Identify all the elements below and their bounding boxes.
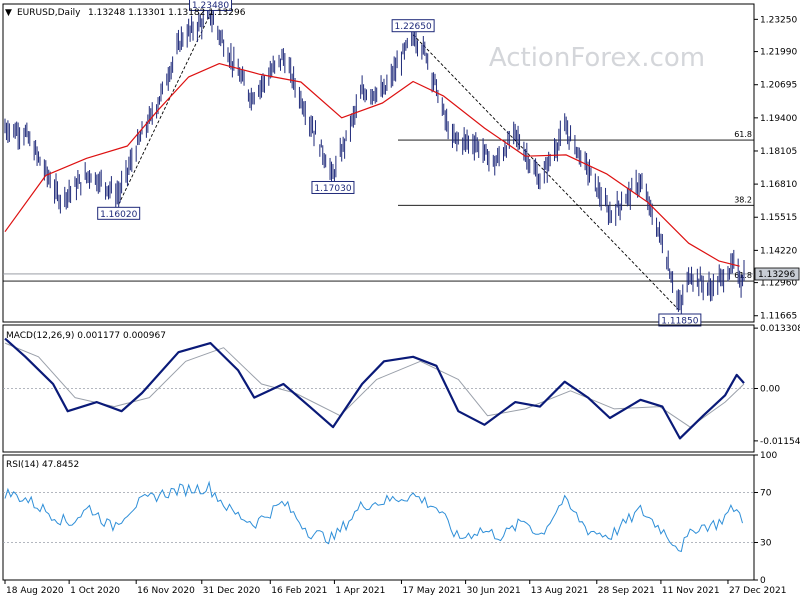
y-tick-label: 0 [760,576,766,586]
y-tick-label: 70 [760,489,772,499]
panel-frame [2,454,755,581]
x-tick-label: 11 Nov 2021 [662,586,720,596]
price-annotation-box [189,0,233,11]
x-axis: 18 Aug 2020 1 Oct 2020 16 Nov 2020 31 Dec 2… [4,580,787,596]
price-annotation-label: 1.16020 [100,210,137,220]
macd-title: MACD(12,26,9) 0.001177 0.000967 [6,331,166,341]
price-annotation-box [97,206,141,220]
x-tick-label: 13 Aug 2021 [531,586,589,596]
header-arrow-icon: ▼ [5,8,12,18]
price-annotation-label: 1.22650 [395,22,432,32]
fib-level-label: 38.2 [734,195,752,204]
rsi-title: RSI(14) 47.8452 [6,460,79,470]
chart-header: ▼ EURUSD,Daily 1.13248 1.13301 1.13182 1… [5,8,246,18]
trendline [118,13,211,205]
price-annotation-box [391,19,435,33]
price-annotation-box [658,313,702,327]
y-tick-label: 100 [760,451,777,461]
y-tick-label: 1.19400 [760,114,797,124]
y-tick-label: 1.23250 [760,15,797,25]
macd-panel: 0.013308 0.00 -0.011547 MACD(12,26,9) 0.001… [2,324,800,453]
rsi-line [4,480,743,553]
x-tick-label: 30 Jun 2021 [467,586,521,596]
y-tick-label: 1.11665 [760,312,797,322]
y-tick-label: 30 [760,539,772,549]
x-tick-label: 28 Sep 2021 [598,586,655,596]
x-tick-label: 27 Dec 2021 [729,586,787,596]
price-annotation-label: 1.11850 [661,316,698,326]
x-tick-label: 1 Oct 2020 [70,586,120,596]
symbol-label: EURUSD,Daily [17,8,81,18]
y-tick-label: 1.14220 [760,246,797,256]
y-tick-label: 1.18105 [760,147,797,157]
y-tick-label: 0.013308 [760,324,800,334]
ohlc-label: 1.13248 1.13301 1.13182 1.13296 [88,8,246,18]
y-tick-label: 1.12960 [760,279,797,289]
panel-frame [2,3,755,323]
x-tick-label: 18 Aug 2020 [6,586,64,596]
y-tick-label: 1.21990 [760,48,797,58]
x-tick-label: 1 Apr 2021 [335,586,385,596]
y-tick-label: 1.15515 [760,213,797,223]
price-annotation-label: 1.17030 [314,184,351,194]
y-tick-label: -0.011547 [760,437,800,447]
price-panel: 1.23250 1.21990 1.20695 1.19400 1.18105 1.168… [2,0,800,327]
macd-signal-line [4,342,745,428]
fib-level-label: 61.8 [734,271,752,280]
current-price-tag [754,267,800,281]
price-annotation-label: 1.23480 [192,1,229,11]
y-tick-label: 1.20695 [760,81,797,91]
y-tick-label: 1.16810 [760,180,797,190]
moving-average-line [4,62,740,267]
macd-line [4,337,745,440]
x-tick-label: 17 May 2021 [402,586,461,596]
rsi-panel: 100 70 30 0 RSI(14) 47.8452 [2,451,777,586]
current-price-label: 1.13296 [758,270,795,280]
x-tick-label: 16 Feb 2021 [271,586,327,596]
fib-level-label: 61.8 [734,130,752,139]
y-tick-label: 0.00 [760,385,780,395]
x-tick-label: 16 Nov 2020 [137,586,195,596]
x-tick-label: 31 Dec 2020 [203,586,261,596]
trendline [412,34,681,312]
price-annotation-box [311,180,355,194]
watermark: ActionForex.com [489,43,705,73]
